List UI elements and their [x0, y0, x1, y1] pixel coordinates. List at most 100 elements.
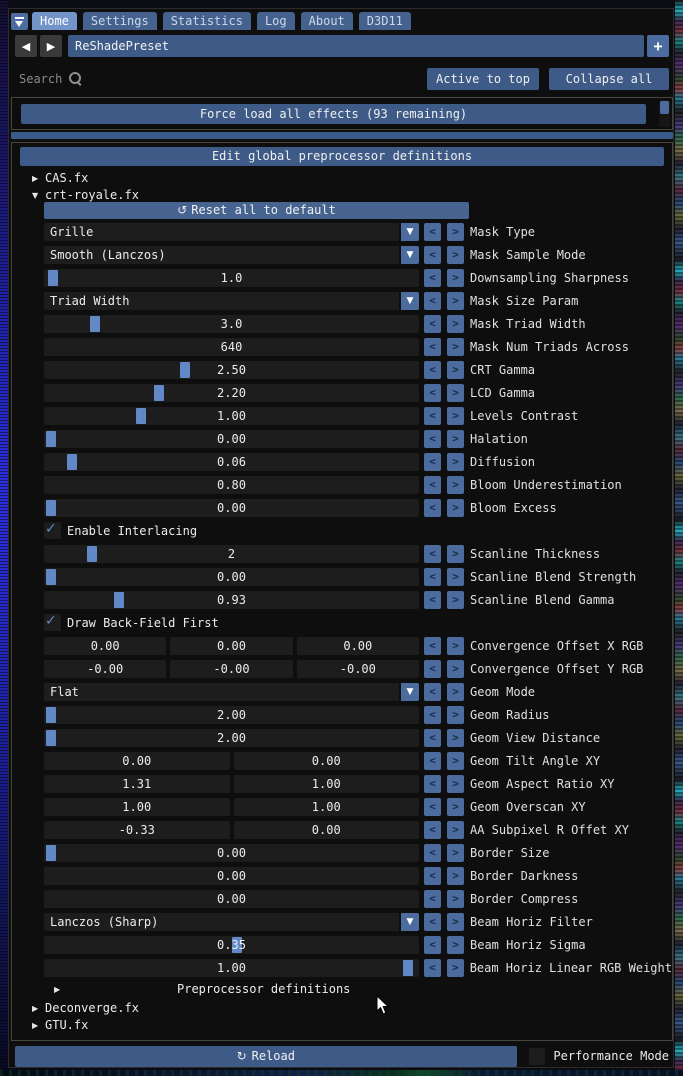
- increment-button[interactable]: >: [447, 268, 464, 287]
- drag-cell[interactable]: 1.00: [233, 774, 419, 793]
- drag-bloom-underestimation[interactable]: 0.80: [44, 475, 419, 494]
- preprocessor-definitions-node[interactable]: ▶ Preprocessor definitions: [54, 981, 350, 997]
- increment-button[interactable]: >: [447, 935, 464, 954]
- slider-grab[interactable]: [136, 407, 146, 424]
- decrement-button[interactable]: <: [424, 636, 441, 655]
- increment-button[interactable]: >: [447, 751, 464, 770]
- slider-grab[interactable]: [114, 591, 124, 608]
- increment-button[interactable]: >: [446, 958, 464, 977]
- increment-button[interactable]: >: [447, 337, 464, 356]
- drag-cell[interactable]: 0.00: [296, 636, 419, 655]
- drag-cell[interactable]: 1.00: [233, 797, 419, 816]
- checkbox-draw-back-field-first[interactable]: ✓: [44, 613, 61, 631]
- drag-cell[interactable]: -0.33: [44, 820, 230, 839]
- increment-button[interactable]: >: [447, 383, 464, 402]
- combo-mask-type[interactable]: Grille: [44, 222, 399, 241]
- combo-dropdown-button[interactable]: ▼: [401, 245, 419, 264]
- slider-grab[interactable]: [46, 844, 56, 861]
- active-to-top-button[interactable]: Active to top: [427, 68, 539, 90]
- slider-grab[interactable]: [46, 729, 56, 746]
- slider-levels-contrast[interactable]: 1.00: [44, 406, 419, 425]
- add-preset-button[interactable]: +: [647, 35, 669, 57]
- combo-dropdown-button[interactable]: ▼: [401, 291, 419, 310]
- decrement-button[interactable]: <: [424, 705, 441, 724]
- increment-button[interactable]: >: [447, 429, 464, 448]
- increment-button[interactable]: >: [447, 360, 464, 379]
- reload-button[interactable]: ↻ Reload: [15, 1045, 517, 1067]
- edit-global-preprocessor-button[interactable]: Edit global preprocessor definitions: [20, 147, 664, 166]
- drag-mask-num-triads-across[interactable]: 640: [44, 337, 419, 356]
- decrement-button[interactable]: <: [424, 567, 441, 586]
- slider-grab[interactable]: [90, 315, 100, 332]
- increment-button[interactable]: >: [447, 475, 464, 494]
- decrement-button[interactable]: <: [424, 590, 441, 609]
- increment-button[interactable]: >: [447, 314, 464, 333]
- slider-scanline-blend-gamma[interactable]: 0.93: [44, 590, 419, 609]
- effect-node-cas[interactable]: ▶ CAS.fx: [32, 170, 88, 186]
- increment-button[interactable]: >: [447, 797, 464, 816]
- decrement-button[interactable]: <: [424, 912, 441, 931]
- increment-button[interactable]: >: [447, 843, 464, 862]
- drag-cell[interactable]: 0.00: [44, 751, 230, 770]
- slider-grab[interactable]: [154, 384, 164, 401]
- next-preset-button[interactable]: ▶: [40, 35, 62, 57]
- combo-dropdown-button[interactable]: ▼: [401, 682, 419, 701]
- slider-grab[interactable]: [46, 430, 56, 447]
- slider-mask-triad-width[interactable]: 3.0: [44, 314, 419, 333]
- increment-button[interactable]: >: [447, 774, 464, 793]
- increment-button[interactable]: >: [447, 705, 464, 724]
- decrement-button[interactable]: <: [424, 774, 441, 793]
- slider-geom-view-distance[interactable]: 2.00: [44, 728, 419, 747]
- collapse-window-button[interactable]: [11, 13, 28, 30]
- decrement-button[interactable]: <: [424, 544, 441, 563]
- decrement-button[interactable]: <: [424, 659, 441, 678]
- decrement-button[interactable]: <: [424, 935, 441, 954]
- decrement-button[interactable]: <: [424, 245, 441, 264]
- slider-scanline-thickness[interactable]: 2: [44, 544, 419, 563]
- performance-mode-checkbox[interactable]: [528, 1047, 546, 1065]
- scrollbar[interactable]: [659, 100, 670, 127]
- decrement-button[interactable]: <: [424, 222, 441, 241]
- effect-node-gtu[interactable]: ▶ GTU.fx: [32, 1017, 88, 1033]
- increment-button[interactable]: >: [447, 544, 464, 563]
- preset-path-field[interactable]: ReShadePreset: [68, 35, 644, 57]
- drag-cell[interactable]: 1.31: [44, 774, 230, 793]
- decrement-button[interactable]: <: [424, 797, 441, 816]
- decrement-button[interactable]: <: [424, 291, 441, 310]
- slider-grab[interactable]: [48, 269, 58, 286]
- increment-button[interactable]: >: [447, 452, 464, 471]
- decrement-button[interactable]: <: [424, 958, 441, 977]
- combo-beam-horiz-filter[interactable]: Lanczos (Sharp): [44, 912, 399, 931]
- slider-diffusion[interactable]: 0.06: [44, 452, 419, 471]
- decrement-button[interactable]: <: [424, 337, 441, 356]
- decrement-button[interactable]: <: [424, 314, 441, 333]
- increment-button[interactable]: >: [447, 636, 464, 655]
- slider-downsampling-sharpness[interactable]: 1.0: [44, 268, 419, 287]
- slider-beam-horiz-sigma[interactable]: 0.35: [44, 935, 419, 954]
- slider-halation[interactable]: 0.00: [44, 429, 419, 448]
- slider-grab[interactable]: [46, 706, 56, 723]
- decrement-button[interactable]: <: [424, 843, 441, 862]
- increment-button[interactable]: >: [447, 291, 464, 310]
- slider-grab[interactable]: [232, 936, 242, 953]
- tab-about[interactable]: About: [300, 12, 353, 30]
- combo-mask-sample-mode[interactable]: Smooth (Lanczos): [44, 245, 399, 264]
- reset-all-to-default-button[interactable]: ↺ Reset all to default: [44, 202, 469, 219]
- collapse-all-button[interactable]: Collapse all: [549, 68, 669, 90]
- effect-node-crt-royale[interactable]: ▼ crt-royale.fx: [32, 187, 139, 203]
- increment-button[interactable]: >: [447, 245, 464, 264]
- slider-beam-horiz-linear-rgb-weight[interactable]: 1.00: [44, 958, 419, 977]
- slider-lcd-gamma[interactable]: 2.20: [44, 383, 419, 402]
- decrement-button[interactable]: <: [424, 498, 441, 517]
- drag-cell[interactable]: 0.00: [44, 636, 167, 655]
- combo-dropdown-button[interactable]: ▼: [401, 222, 419, 241]
- decrement-button[interactable]: <: [424, 820, 441, 839]
- increment-button[interactable]: >: [447, 866, 464, 885]
- previous-preset-button[interactable]: ◀: [15, 35, 37, 57]
- combo-dropdown-button[interactable]: ▼: [401, 912, 419, 931]
- decrement-button[interactable]: <: [424, 406, 441, 425]
- slider-grab[interactable]: [46, 568, 56, 585]
- slider-grab[interactable]: [180, 361, 190, 378]
- slider-grab[interactable]: [87, 545, 97, 562]
- search-input[interactable]: Search: [15, 72, 417, 86]
